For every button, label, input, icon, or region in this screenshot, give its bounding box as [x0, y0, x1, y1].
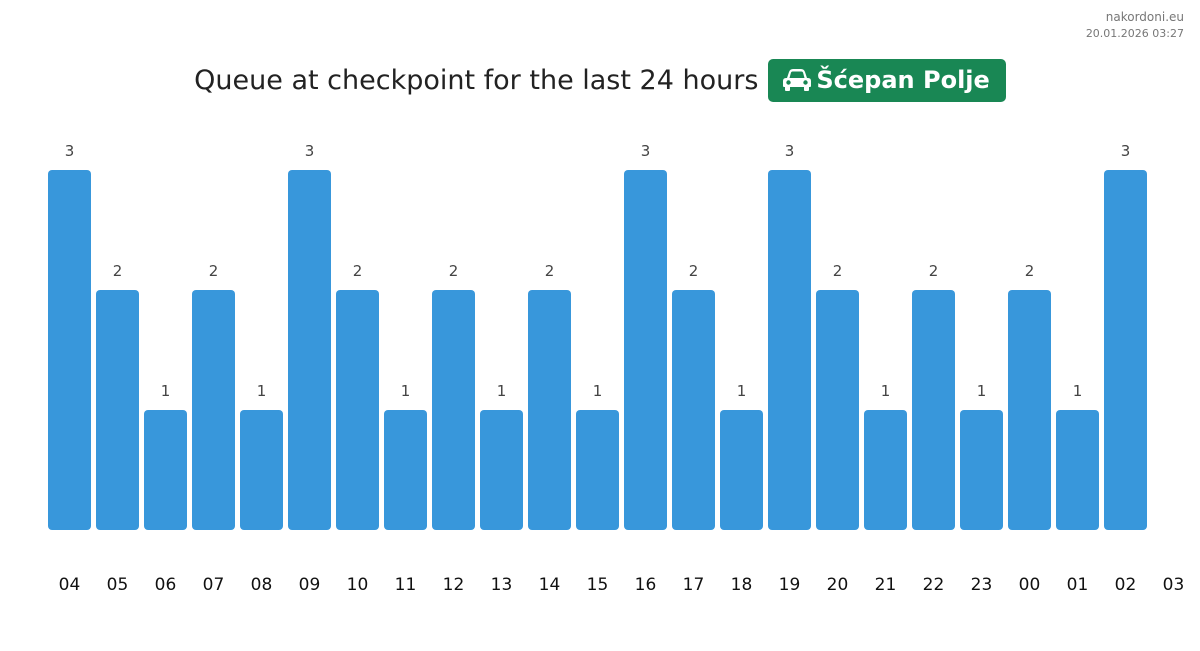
- bar-08[interactable]: [240, 410, 283, 530]
- car-icon: [783, 69, 812, 91]
- bar-10[interactable]: [336, 290, 379, 530]
- bar-value-label: 2: [833, 262, 843, 280]
- x-tick-label: 14: [539, 575, 561, 595]
- title-row: Queue at checkpoint for the last 24 hour…: [0, 58, 1200, 102]
- x-tick-label: 20: [827, 575, 849, 595]
- bar-11[interactable]: [384, 410, 427, 530]
- bar-value-label: 2: [113, 262, 123, 280]
- bar-value-label: 1: [593, 382, 603, 400]
- x-tick-label: 19: [779, 575, 801, 595]
- bar-04[interactable]: [48, 170, 91, 530]
- x-tick-label: 05: [107, 575, 129, 595]
- bar-17[interactable]: [672, 290, 715, 530]
- site-name[interactable]: nakordoni.eu: [1105, 10, 1184, 24]
- bar-22[interactable]: [912, 290, 955, 530]
- bar-value-label: 1: [161, 382, 171, 400]
- x-tick-label: 04: [59, 575, 81, 595]
- bar-value-label: 2: [545, 262, 555, 280]
- bar-18[interactable]: [720, 410, 763, 530]
- x-tick-label: 02: [1115, 575, 1137, 595]
- x-tick-label: 06: [155, 575, 177, 595]
- x-tick-label: 10: [347, 575, 369, 595]
- x-tick-label: 21: [875, 575, 897, 595]
- bar-12[interactable]: [432, 290, 475, 530]
- bar-value-label: 2: [1025, 262, 1035, 280]
- bar-value-label: 2: [209, 262, 219, 280]
- x-tick-label: 12: [443, 575, 465, 595]
- x-tick-label: 23: [971, 575, 993, 595]
- bar-01[interactable]: [1056, 410, 1099, 530]
- x-tick-label: 11: [395, 575, 417, 595]
- bar-06[interactable]: [144, 410, 187, 530]
- x-tick-label: 17: [683, 575, 705, 595]
- timestamp: 20.01.2026 03:27: [1085, 27, 1184, 40]
- bar-value-label: 2: [929, 262, 939, 280]
- bar-15[interactable]: [576, 410, 619, 530]
- bar-16[interactable]: [624, 170, 667, 530]
- x-tick-label: 13: [491, 575, 513, 595]
- x-tick-label: 18: [731, 575, 753, 595]
- bar-value-label: 1: [1073, 382, 1083, 400]
- x-tick-label: 16: [635, 575, 657, 595]
- bar-19[interactable]: [768, 170, 811, 530]
- x-tick-label: 00: [1019, 575, 1041, 595]
- bar-value-label: 2: [689, 262, 699, 280]
- x-tick-label: 09: [299, 575, 321, 595]
- bar-value-label: 1: [737, 382, 747, 400]
- bar-value-label: 1: [977, 382, 987, 400]
- bar-value-label: 1: [401, 382, 411, 400]
- bar-value-label: 3: [785, 142, 795, 160]
- bar-07[interactable]: [192, 290, 235, 530]
- x-tick-label: 08: [251, 575, 273, 595]
- bar-value-label: 3: [305, 142, 315, 160]
- bar-value-label: 1: [881, 382, 891, 400]
- bar-21[interactable]: [864, 410, 907, 530]
- bar-14[interactable]: [528, 290, 571, 530]
- bar-00[interactable]: [1008, 290, 1051, 530]
- brand-block: nakordoni.eu 20.01.2026 03:27: [1086, 10, 1184, 41]
- bar-02[interactable]: [1104, 170, 1147, 530]
- bar-05[interactable]: [96, 290, 139, 530]
- bar-value-label: 3: [65, 142, 75, 160]
- bar-23[interactable]: [960, 410, 1003, 530]
- chart-title: Queue at checkpoint for the last 24 hour…: [194, 64, 759, 96]
- bar-value-label: 1: [497, 382, 507, 400]
- x-tick-label: 07: [203, 575, 225, 595]
- bar-value-label: 3: [1121, 142, 1131, 160]
- bar-20[interactable]: [816, 290, 859, 530]
- bar-value-label: 2: [353, 262, 363, 280]
- checkpoint-name: Šćepan Polje: [816, 66, 990, 94]
- bar-value-label: 1: [257, 382, 267, 400]
- x-tick-label: 22: [923, 575, 945, 595]
- x-tick-label: 01: [1067, 575, 1089, 595]
- bar-value-label: 2: [449, 262, 459, 280]
- bar-value-label: 3: [641, 142, 651, 160]
- checkpoint-badge[interactable]: Šćepan Polje: [768, 58, 1006, 102]
- x-tick-label: 15: [587, 575, 609, 595]
- x-tick-label: 03: [1163, 575, 1185, 595]
- bar-13[interactable]: [480, 410, 523, 530]
- bar-09[interactable]: [288, 170, 331, 530]
